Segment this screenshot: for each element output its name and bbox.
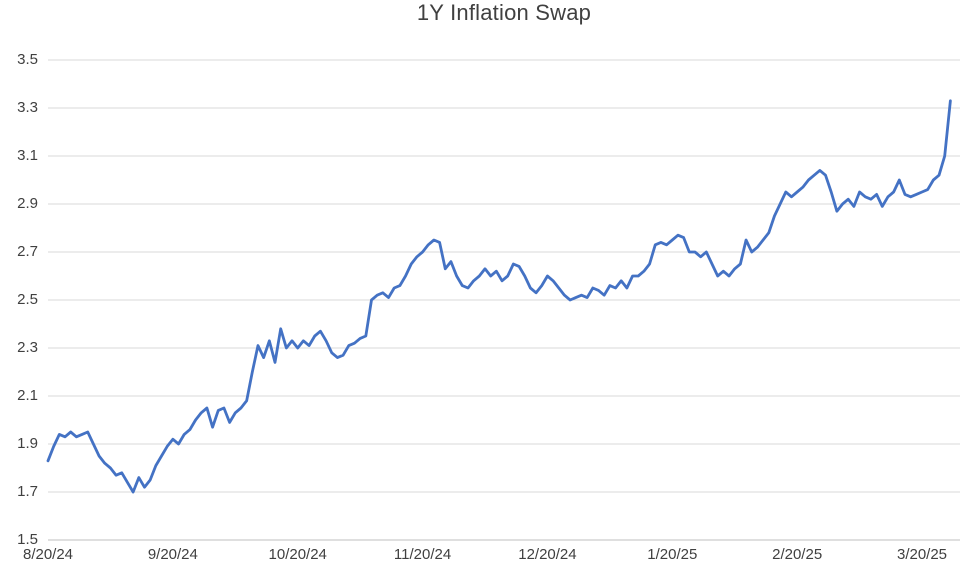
x-tick-label: 8/20/24 [22, 546, 74, 563]
x-tick-label: 9/20/24 [147, 546, 198, 563]
series-line [46, 99, 952, 494]
y-tick-label: 3.1 [17, 147, 38, 164]
x-tick-label: 3/20/25 [896, 546, 948, 563]
y-tick-label: 2.1 [17, 387, 38, 404]
y-tick-label: 2.5 [17, 291, 38, 308]
y-tick-label: 3.5 [17, 51, 38, 68]
x-tick-label: 12/20/24 [518, 546, 577, 563]
x-tick-label: 11/20/24 [393, 546, 452, 563]
y-tick-label: 1.7 [17, 483, 38, 500]
y-tick-label: 3.3 [17, 99, 38, 116]
y-tick-label: 2.7 [17, 243, 38, 260]
y-tick-label: 1.9 [17, 435, 38, 452]
x-tick-label: 2/20/25 [772, 546, 823, 563]
y-tick-label: 2.9 [17, 195, 38, 212]
x-tick-label: 1/20/25 [647, 546, 698, 563]
x-tick-label: 10/20/24 [268, 546, 327, 563]
chart-title: 1Y Inflation Swap [416, 0, 592, 25]
y-tick-label: 1.5 [17, 531, 38, 548]
plot-area [46, 59, 960, 541]
y-tick-label: 2.3 [17, 339, 38, 356]
